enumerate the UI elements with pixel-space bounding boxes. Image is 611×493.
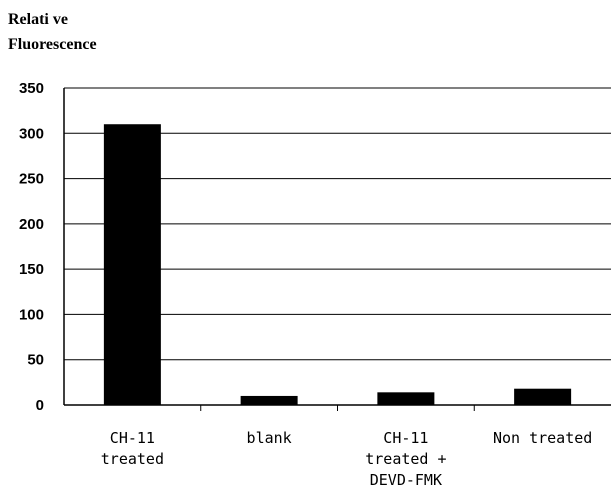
y-tick-label: 50 <box>27 352 44 369</box>
y-tick-label: 350 <box>19 80 44 97</box>
y-tick-label: 200 <box>19 216 44 233</box>
bar <box>240 395 298 405</box>
axes <box>63 88 611 411</box>
x-category-label: blank <box>247 429 292 447</box>
x-category-label: CH-11 treated <box>101 429 164 468</box>
bars <box>103 124 572 405</box>
y-axis-label-line: Fluorescence <box>8 36 97 53</box>
bar <box>514 388 572 405</box>
x-axis-categories: CH-11 treated blank CH-11 treated + DEVD-FMK N… <box>101 429 593 489</box>
x-category-label: Non treated <box>493 429 592 447</box>
y-tick-label: 300 <box>19 125 44 142</box>
y-tick-label: 0 <box>36 397 44 414</box>
y-tick-label: 250 <box>19 171 44 188</box>
bar <box>103 124 161 405</box>
y-tick-label: 150 <box>19 261 44 278</box>
y-axis-label-line: Relati ve <box>8 11 68 28</box>
bar <box>377 392 435 405</box>
y-tick-label: 100 <box>19 306 44 323</box>
y-axis-ticks: 0 50 100 150 200 250 300 350 <box>19 80 44 414</box>
y-axis-label: Relati ve Fluorescence <box>8 11 97 53</box>
x-category-label: CH-11 treated + DEVD-FMK <box>365 429 446 489</box>
